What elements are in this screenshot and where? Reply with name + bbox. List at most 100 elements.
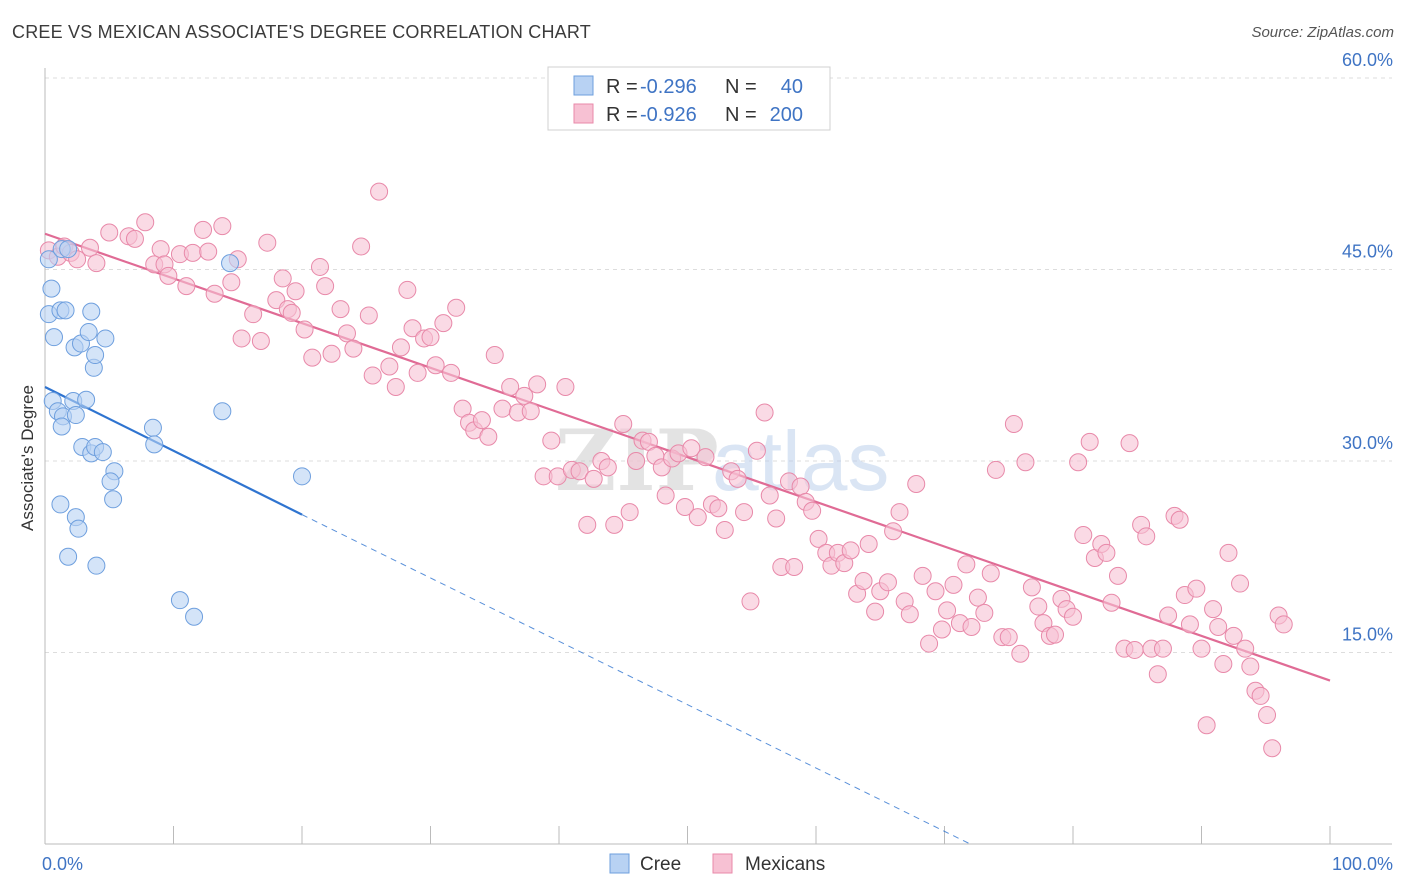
mexicans-point [920, 634, 939, 653]
mexicans-point [1180, 615, 1199, 634]
cree-point [59, 240, 78, 259]
mexicans-point [442, 363, 461, 382]
mexicans-point [598, 458, 617, 477]
mexicans-point [841, 541, 860, 560]
mexicans-point [1241, 657, 1260, 676]
mexicans-point [709, 499, 728, 518]
ticks-layer: 15.0% 30.0% 45.0% 60.0% 0.0% 100.0% [42, 50, 1393, 874]
mexicans-point [447, 298, 466, 317]
cree-point [143, 418, 162, 437]
mexicans-point [755, 403, 774, 422]
mexicans-point [1258, 706, 1277, 725]
mexicans-point [675, 497, 694, 516]
cree-r-value: -0.296 [640, 76, 697, 98]
cree-point [77, 390, 96, 409]
mexicans-point [884, 522, 903, 541]
mexicans-point [479, 427, 498, 446]
mexicans-point [408, 363, 427, 382]
mexicans-point [791, 477, 810, 496]
mexicans-point [878, 573, 897, 592]
mexicans-point [515, 386, 534, 405]
mexicans-point [380, 357, 399, 376]
mexicans-point [528, 375, 547, 394]
mexicans-point [426, 356, 445, 375]
grid-layer [45, 77, 1392, 653]
cree-point [87, 556, 106, 575]
mexicans-point [1231, 574, 1250, 593]
mex-bottom-swatch [712, 853, 733, 874]
mexicans-point [1108, 566, 1127, 585]
mexicans-point [1148, 665, 1167, 684]
mexicans-point [614, 414, 633, 433]
mexicans-point [1080, 432, 1099, 451]
mexicans-point [1170, 510, 1189, 529]
mexicans-point [286, 282, 305, 301]
mexicans-point [421, 328, 440, 347]
mexicans-point [258, 233, 277, 252]
stats-legend-box [547, 66, 831, 131]
cree-legend-swatch [573, 75, 594, 96]
mexicans-point [1236, 639, 1255, 658]
mex-legend-swatch [573, 103, 594, 124]
mexicans-point [485, 346, 504, 365]
mexicans-point [1159, 606, 1178, 625]
x-tick-label-min: 0.0% [42, 854, 83, 874]
mexicans-point [87, 254, 106, 273]
mexicans-point [957, 555, 976, 574]
mexicans-point [322, 344, 341, 363]
mexicans-point [391, 338, 410, 357]
mexicans-point [310, 257, 329, 276]
mexicans-point [938, 601, 957, 620]
mexicans-point [359, 306, 378, 325]
mexicans-point [1192, 639, 1211, 658]
mexicans-point [1263, 739, 1282, 758]
mexicans-point [907, 474, 926, 493]
cree-point [82, 302, 101, 321]
mexicans-point [434, 314, 453, 333]
y-tick-label: 30.0% [1342, 433, 1393, 453]
mexicans-point [1251, 686, 1270, 705]
mex-r-label: R = [606, 104, 638, 126]
mex-r-value: -0.926 [640, 104, 697, 126]
mexicans-point [100, 223, 119, 242]
mexicans-point [913, 566, 932, 585]
mexicans-point [944, 575, 963, 594]
y-tick-label: 45.0% [1342, 242, 1393, 262]
mexicans-point [1029, 597, 1048, 616]
mexicans-point [866, 602, 885, 621]
mexicans-point [194, 220, 213, 239]
mexicans-point [1074, 526, 1093, 545]
mexicans-point [570, 462, 589, 481]
mexicans-point [136, 213, 155, 232]
mex-n-value: 200 [770, 104, 803, 126]
mexicans-point [1137, 527, 1156, 546]
mexicans-point [403, 319, 422, 338]
source-label: Source: ZipAtlas.com [1251, 24, 1394, 41]
mexicans-point [251, 331, 270, 350]
mexicans-point [584, 469, 603, 488]
cree-point [66, 406, 85, 425]
y-axis-label: Associate's Degree [18, 385, 37, 531]
mexicans-point [1004, 414, 1023, 433]
mexicans-point [926, 582, 945, 601]
cree-r-label: R = [606, 76, 638, 98]
mexicans-point [809, 529, 828, 548]
chart-title: CREE VS MEXICAN ASSOCIATE'S DEGREE CORRE… [12, 22, 591, 42]
cree-bottom-swatch [609, 853, 630, 874]
cree-point [104, 490, 123, 509]
mexicans-point [627, 452, 646, 470]
cree-point [51, 495, 70, 514]
y-tick-label: 15.0% [1342, 625, 1393, 645]
mexicans-point [244, 305, 263, 324]
mexicans-point [962, 617, 981, 636]
mexicans-point [854, 572, 873, 591]
cree-point [52, 417, 71, 436]
cree-point [56, 301, 75, 320]
mexicans-point [556, 377, 575, 396]
cree-point [185, 607, 204, 626]
mexicans-point [159, 266, 178, 285]
mexicans-point [232, 329, 251, 348]
mexicans-point [1214, 654, 1233, 673]
mexicans-point [803, 501, 822, 520]
